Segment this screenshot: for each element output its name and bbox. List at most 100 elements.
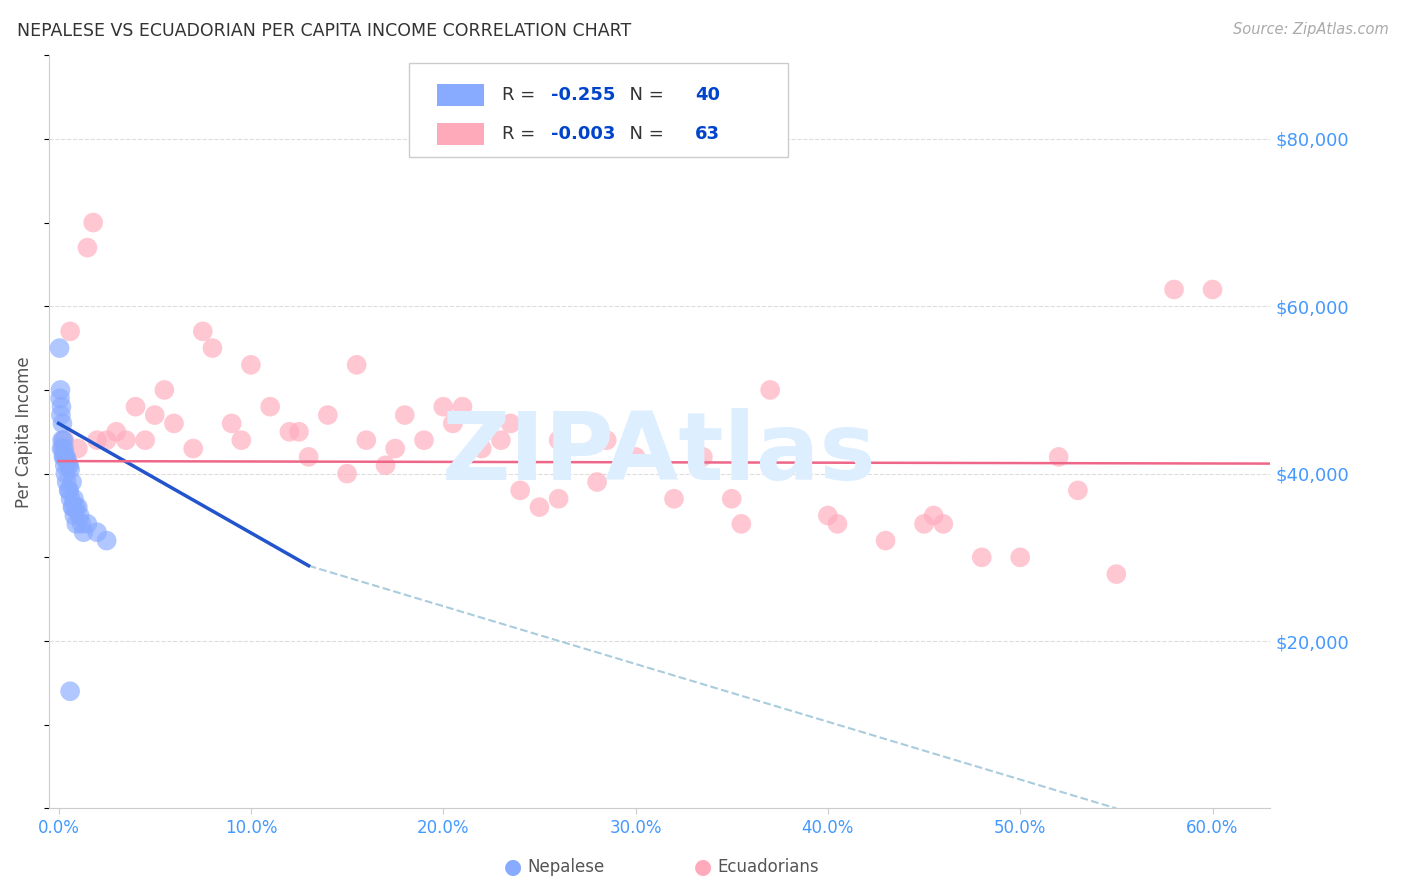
Text: ●: ● bbox=[695, 857, 711, 877]
Point bbox=[53, 467, 76, 481]
Point bbox=[53, 458, 76, 473]
Point bbox=[827, 516, 849, 531]
Text: N =: N = bbox=[619, 125, 669, 143]
Text: Nepalese: Nepalese bbox=[527, 858, 605, 876]
Point bbox=[58, 458, 80, 473]
Point bbox=[134, 433, 156, 447]
Point bbox=[58, 458, 80, 473]
Point bbox=[1010, 550, 1032, 565]
Text: R =: R = bbox=[502, 125, 541, 143]
Point bbox=[86, 433, 108, 447]
Point bbox=[58, 483, 80, 498]
Point bbox=[509, 483, 531, 498]
Point bbox=[231, 433, 253, 447]
Point bbox=[489, 433, 512, 447]
Text: Ecuadorians: Ecuadorians bbox=[717, 858, 818, 876]
Point bbox=[499, 417, 522, 431]
Point bbox=[59, 324, 82, 338]
Point bbox=[52, 442, 75, 456]
Point bbox=[55, 475, 77, 489]
Point bbox=[55, 450, 77, 464]
Point bbox=[336, 467, 359, 481]
Point bbox=[817, 508, 839, 523]
Point bbox=[76, 241, 98, 255]
Point bbox=[413, 433, 436, 447]
Text: -0.255: -0.255 bbox=[551, 86, 616, 104]
Point bbox=[181, 442, 204, 456]
Point bbox=[394, 408, 416, 422]
Point bbox=[221, 417, 243, 431]
Point bbox=[662, 491, 685, 506]
Point bbox=[586, 475, 609, 489]
Y-axis label: Per Capita Income: Per Capita Income bbox=[15, 356, 32, 508]
Point bbox=[143, 408, 166, 422]
Point bbox=[63, 508, 86, 523]
Point bbox=[49, 383, 72, 397]
Point bbox=[441, 417, 464, 431]
Point bbox=[529, 500, 551, 515]
Point bbox=[51, 400, 73, 414]
Point bbox=[62, 500, 84, 515]
Point bbox=[59, 491, 82, 506]
Point bbox=[49, 408, 72, 422]
Point bbox=[297, 450, 319, 464]
Text: N =: N = bbox=[619, 86, 669, 104]
Point bbox=[259, 400, 281, 414]
Point bbox=[105, 425, 128, 439]
Point bbox=[49, 392, 72, 406]
Text: Source: ZipAtlas.com: Source: ZipAtlas.com bbox=[1233, 22, 1389, 37]
Point bbox=[51, 433, 73, 447]
Bar bbox=[437, 84, 484, 106]
Point bbox=[912, 516, 935, 531]
Point bbox=[432, 400, 454, 414]
Point bbox=[51, 442, 73, 456]
Bar bbox=[437, 123, 484, 145]
Point bbox=[191, 324, 214, 338]
Point bbox=[730, 516, 752, 531]
Point bbox=[96, 533, 118, 548]
Point bbox=[201, 341, 224, 355]
Point bbox=[82, 215, 104, 229]
Point bbox=[62, 500, 84, 515]
Point bbox=[346, 358, 368, 372]
Point bbox=[720, 491, 742, 506]
Point bbox=[69, 508, 91, 523]
Point bbox=[288, 425, 311, 439]
Point bbox=[58, 483, 80, 498]
Point bbox=[596, 433, 619, 447]
Point bbox=[66, 500, 89, 515]
Point bbox=[1047, 450, 1070, 464]
Text: R =: R = bbox=[502, 86, 541, 104]
Point bbox=[1163, 283, 1185, 297]
Point bbox=[163, 417, 186, 431]
FancyBboxPatch shape bbox=[409, 62, 787, 157]
Point bbox=[60, 475, 83, 489]
Point bbox=[65, 516, 87, 531]
Point bbox=[547, 491, 569, 506]
Point bbox=[59, 684, 82, 698]
Point bbox=[384, 442, 406, 456]
Point bbox=[278, 425, 301, 439]
Point bbox=[1067, 483, 1090, 498]
Point bbox=[56, 454, 79, 468]
Point bbox=[316, 408, 339, 422]
Point bbox=[239, 358, 262, 372]
Point bbox=[970, 550, 993, 565]
Point bbox=[547, 433, 569, 447]
Point bbox=[932, 516, 955, 531]
Point bbox=[124, 400, 146, 414]
Point bbox=[52, 433, 75, 447]
Point bbox=[115, 433, 138, 447]
Text: ●: ● bbox=[505, 857, 522, 877]
Point bbox=[53, 433, 76, 447]
Point bbox=[53, 450, 76, 464]
Point bbox=[86, 525, 108, 540]
Point bbox=[65, 500, 87, 515]
Point bbox=[53, 450, 76, 464]
Point bbox=[72, 525, 94, 540]
Point bbox=[48, 341, 70, 355]
Point bbox=[70, 516, 93, 531]
Point bbox=[759, 383, 782, 397]
Point bbox=[471, 442, 494, 456]
Point bbox=[374, 458, 396, 473]
